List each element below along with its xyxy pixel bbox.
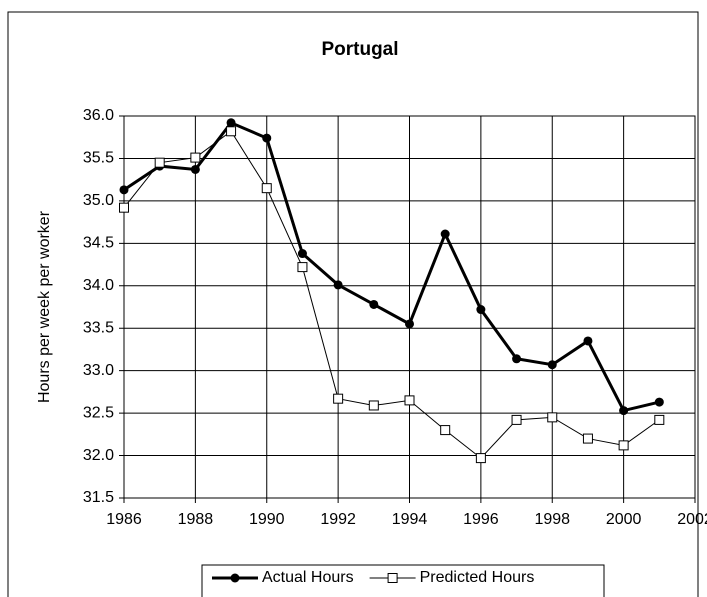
y-tick-label: 31.5 <box>83 489 114 506</box>
point <box>190 152 201 163</box>
point <box>368 400 379 411</box>
point <box>476 305 486 315</box>
point <box>404 395 415 406</box>
series-line <box>123 130 660 459</box>
point <box>654 397 664 407</box>
point <box>582 433 593 444</box>
legend-marker <box>230 573 240 583</box>
legend-box <box>201 564 605 597</box>
y-axis-label: Hours per week per worker <box>36 210 53 403</box>
point <box>440 425 451 436</box>
x-tick-label: 1992 <box>320 511 356 528</box>
y-tick-label: 35.0 <box>83 192 114 209</box>
point <box>440 229 450 239</box>
x-tick-label: 1986 <box>106 511 142 528</box>
point <box>119 202 129 213</box>
chart-title: Portugal <box>321 39 398 60</box>
y-tick-label: 34.0 <box>83 277 114 294</box>
point <box>333 393 344 404</box>
x-tick-label: 1990 <box>249 511 285 528</box>
point <box>654 414 665 425</box>
point <box>261 183 272 194</box>
y-tick-label: 36.0 <box>83 107 114 124</box>
point <box>511 414 522 425</box>
point <box>154 157 165 168</box>
point <box>226 118 236 128</box>
y-tick-label: 33.0 <box>83 362 114 379</box>
series-line <box>123 120 660 413</box>
point <box>583 336 593 346</box>
point <box>547 412 558 423</box>
point <box>405 319 414 329</box>
point <box>619 406 629 416</box>
x-tick-label: 1998 <box>534 511 570 528</box>
point <box>262 133 272 143</box>
chart-border <box>7 11 699 597</box>
y-tick-label: 34.5 <box>83 235 114 252</box>
y-tick-label: 35.5 <box>83 150 114 167</box>
point <box>333 280 343 290</box>
legend-label: Predicted Hours <box>420 569 535 586</box>
point <box>618 440 629 451</box>
point <box>190 164 200 174</box>
x-tick-label: 1994 <box>392 511 428 528</box>
x-tick-label: 2000 <box>606 511 642 528</box>
point <box>297 249 307 259</box>
y-tick-label: 32.0 <box>83 447 114 464</box>
legend: Actual Hours Predicted Hours <box>201 564 605 597</box>
plot-area <box>123 115 696 499</box>
point <box>475 453 486 464</box>
point <box>369 299 379 309</box>
point <box>226 126 237 137</box>
y-tick-label: 33.5 <box>83 319 114 336</box>
x-tick-label: 1996 <box>463 511 499 528</box>
x-tick-label: 2002 <box>677 511 707 528</box>
legend-label: Actual Hours <box>262 569 354 586</box>
point <box>119 185 129 195</box>
x-tick-label: 1988 <box>178 511 214 528</box>
y-tick-label: 32.5 <box>83 404 114 421</box>
point <box>547 360 557 370</box>
point <box>297 262 308 273</box>
point <box>512 354 522 364</box>
legend-marker <box>387 573 398 583</box>
